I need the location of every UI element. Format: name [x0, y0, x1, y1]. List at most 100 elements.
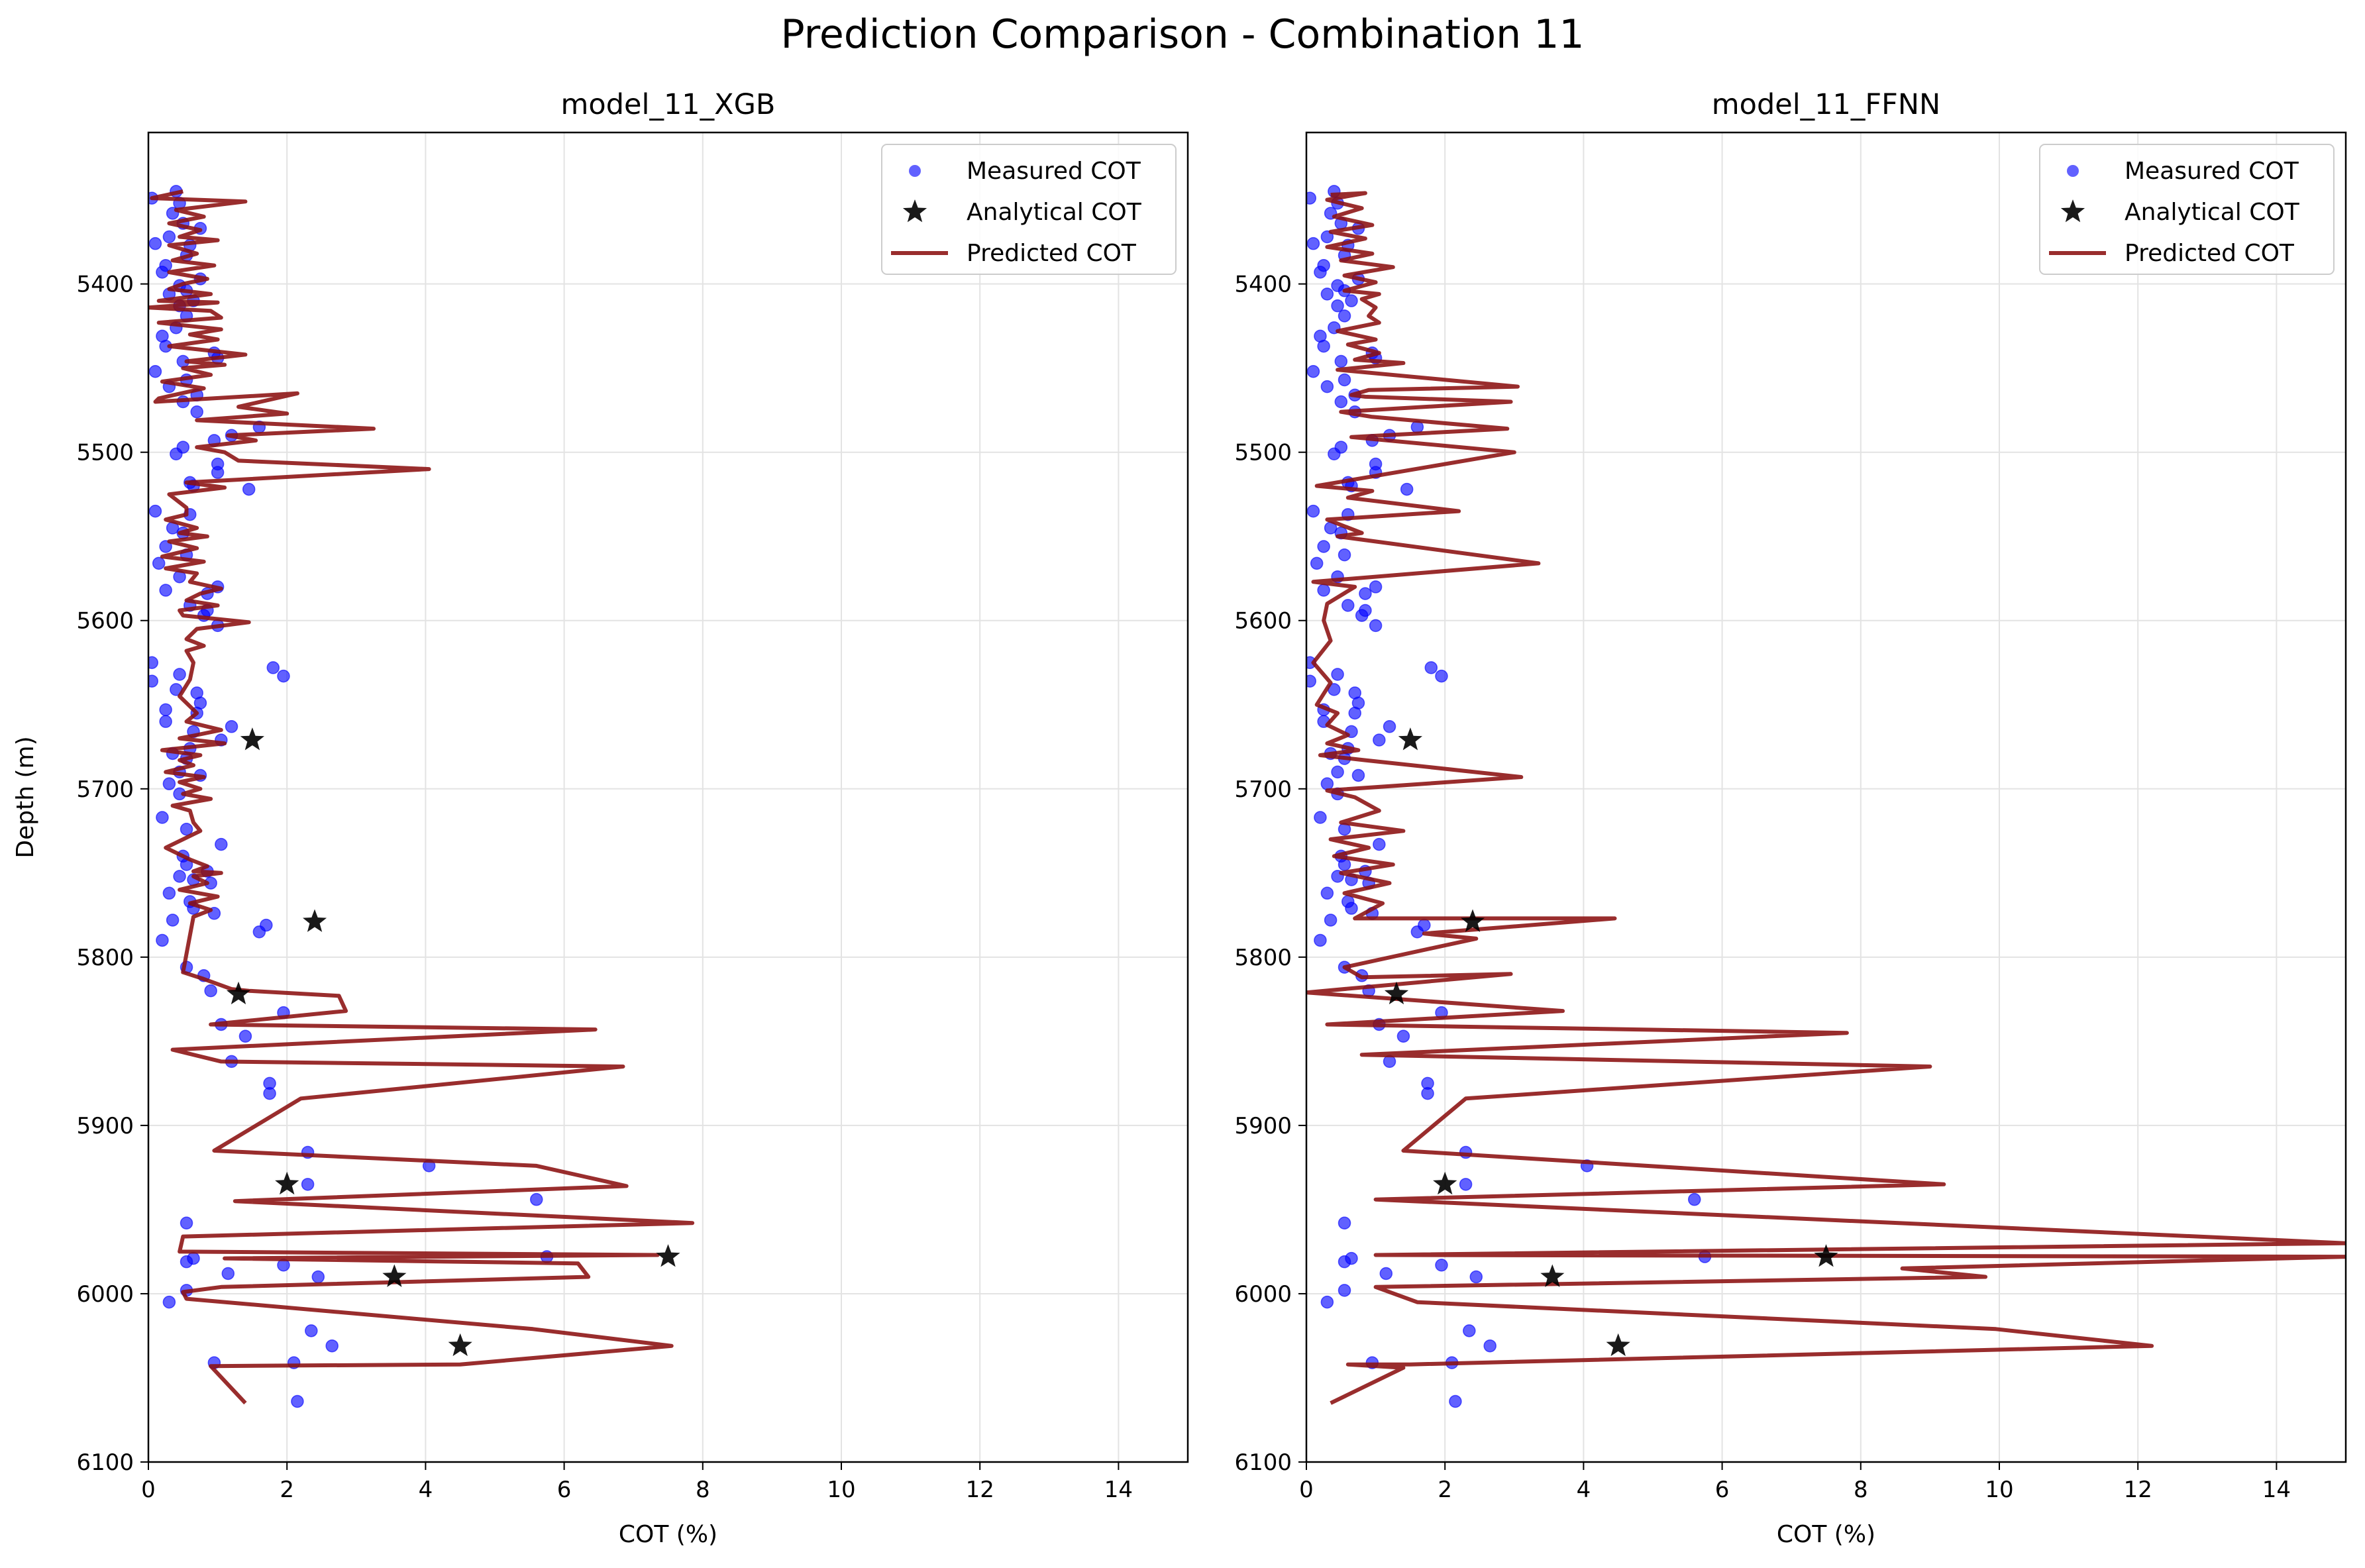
measured-cot-point	[1421, 1086, 1434, 1100]
measured-cot-point	[180, 1255, 193, 1269]
measured-cot-point	[173, 668, 186, 681]
analytical-cot-star	[303, 909, 327, 932]
measured-cot-point	[204, 984, 217, 998]
legend-label: Measured COT	[2125, 158, 2299, 185]
measured-cot-point	[225, 720, 238, 733]
x-tick-label: 14	[1104, 1477, 1133, 1503]
measured-cot-point	[1317, 540, 1330, 553]
legend-label: Predicted COT	[967, 240, 1137, 267]
measured-cot-point	[1341, 599, 1355, 612]
measured-cot-point	[1320, 886, 1334, 900]
measured-cot-point	[530, 1192, 543, 1206]
measured-cot-point	[180, 1216, 193, 1229]
legend-marker-analytical	[2060, 199, 2085, 223]
measured-cot-point	[1400, 482, 1414, 496]
legend-label: Analytical COT	[967, 199, 1142, 226]
legend-marker-measured	[909, 165, 921, 177]
measured-cot-point	[1355, 609, 1369, 622]
measured-cot-point	[159, 703, 172, 717]
predicted-cot-line	[1306, 191, 2346, 1405]
measured-cot-point	[1306, 504, 1320, 518]
y-tick-label: 5400	[76, 272, 134, 298]
measured-cot-point	[1320, 777, 1334, 790]
measured-cot-point	[1328, 447, 1341, 460]
measured-cot-point	[1338, 1216, 1351, 1229]
analytical-cot-star	[382, 1264, 407, 1287]
plot-data	[1306, 185, 2346, 1408]
measured-cot-point	[1320, 230, 1334, 244]
measured-cot-point	[162, 1295, 176, 1309]
measured-cot-point	[1306, 674, 1316, 688]
measured-cot-point	[173, 870, 186, 883]
measured-cot-point	[162, 230, 176, 244]
y-tick-label: 6000	[1234, 1281, 1292, 1308]
measured-cot-point	[1338, 1255, 1351, 1269]
predicted-cot-line	[148, 189, 695, 1405]
y-tick-label: 6000	[76, 1281, 134, 1308]
analytical-cot-star	[1540, 1264, 1565, 1287]
x-tick-label: 8	[1854, 1477, 1868, 1503]
analytical-cot-star	[275, 1171, 299, 1195]
measured-cot-point	[263, 1086, 276, 1100]
measured-cot-point	[1334, 395, 1348, 409]
analytical-cot-star	[1606, 1333, 1630, 1357]
legend: Measured COT Analytical COT Predicted COT	[2039, 144, 2335, 275]
measured-cot-point	[305, 1324, 318, 1337]
measured-cot-point	[1320, 1295, 1334, 1309]
y-tick-label: 5400	[1234, 272, 1292, 298]
measured-cot-point	[1345, 294, 1358, 307]
measured-cot-point	[1424, 661, 1438, 674]
measured-cot-point	[1396, 1029, 1410, 1043]
figure-title: Prediction Comparison - Combination 11	[780, 11, 1584, 58]
measured-cot-point	[1331, 299, 1344, 313]
measured-cot-point	[1383, 720, 1396, 733]
legend-label: Measured COT	[967, 158, 1141, 185]
chart-panel-1: 0 2 4 6 8 10 12 14 5400 5500 5600 5700 5800 5900 6000 6…	[12, 88, 1189, 1548]
analytical-cot-star	[448, 1333, 472, 1357]
measured-cot-point	[148, 236, 162, 250]
measured-cot-point	[170, 447, 183, 460]
measured-cot-point	[1331, 668, 1344, 681]
x-tick-label: 4	[1577, 1477, 1591, 1503]
legend: Measured COT Analytical COT Predicted COT	[881, 144, 1177, 275]
measured-cot-point	[1306, 191, 1316, 205]
measured-cot-point	[1338, 548, 1351, 562]
measured-cot-point	[1369, 580, 1383, 594]
measured-cot-point	[211, 466, 225, 479]
measured-cot-point	[1338, 373, 1351, 387]
measured-cot-point	[1359, 587, 1372, 600]
measured-cot-point	[1463, 1324, 1476, 1337]
measured-cot-point	[159, 540, 172, 553]
subplot-title: model_11_XGB	[561, 88, 776, 121]
measured-cot-point	[152, 556, 166, 570]
x-axis-label: COT (%)	[1777, 1521, 1875, 1548]
measured-cot-point	[1317, 339, 1330, 353]
measured-cot-point	[1379, 1267, 1393, 1281]
measured-cot-point	[301, 1178, 315, 1191]
measured-cot-point	[1320, 380, 1334, 393]
measured-cot-point	[215, 837, 228, 851]
y-tick-label: 5700	[1234, 776, 1292, 803]
measured-cot-point	[148, 504, 162, 518]
measured-cot-point	[1688, 1192, 1701, 1206]
measured-cot-point	[180, 823, 193, 836]
y-tick-label: 5600	[1234, 608, 1292, 635]
subplot-title: model_11_FFNN	[1712, 88, 1940, 121]
measured-cot-point	[266, 661, 280, 674]
measured-cot-point	[1306, 365, 1320, 378]
x-tick-label: 2	[280, 1477, 294, 1503]
measured-cot-point	[1459, 1178, 1473, 1191]
y-tick-label: 5700	[76, 776, 134, 803]
measured-cot-point	[1373, 837, 1386, 851]
legend-label: Analytical COT	[2125, 199, 2300, 226]
y-tick-label: 5600	[76, 608, 134, 635]
measured-cot-point	[162, 777, 176, 790]
measured-cot-point	[311, 1270, 325, 1284]
measured-cot-point	[159, 715, 172, 728]
measured-cot-point	[156, 266, 169, 279]
measured-cot-point	[148, 674, 158, 688]
measured-cot-point	[1314, 811, 1327, 824]
measured-cot-point	[1331, 765, 1344, 779]
measured-cot-point	[1369, 619, 1383, 633]
measured-cot-point	[166, 914, 180, 927]
